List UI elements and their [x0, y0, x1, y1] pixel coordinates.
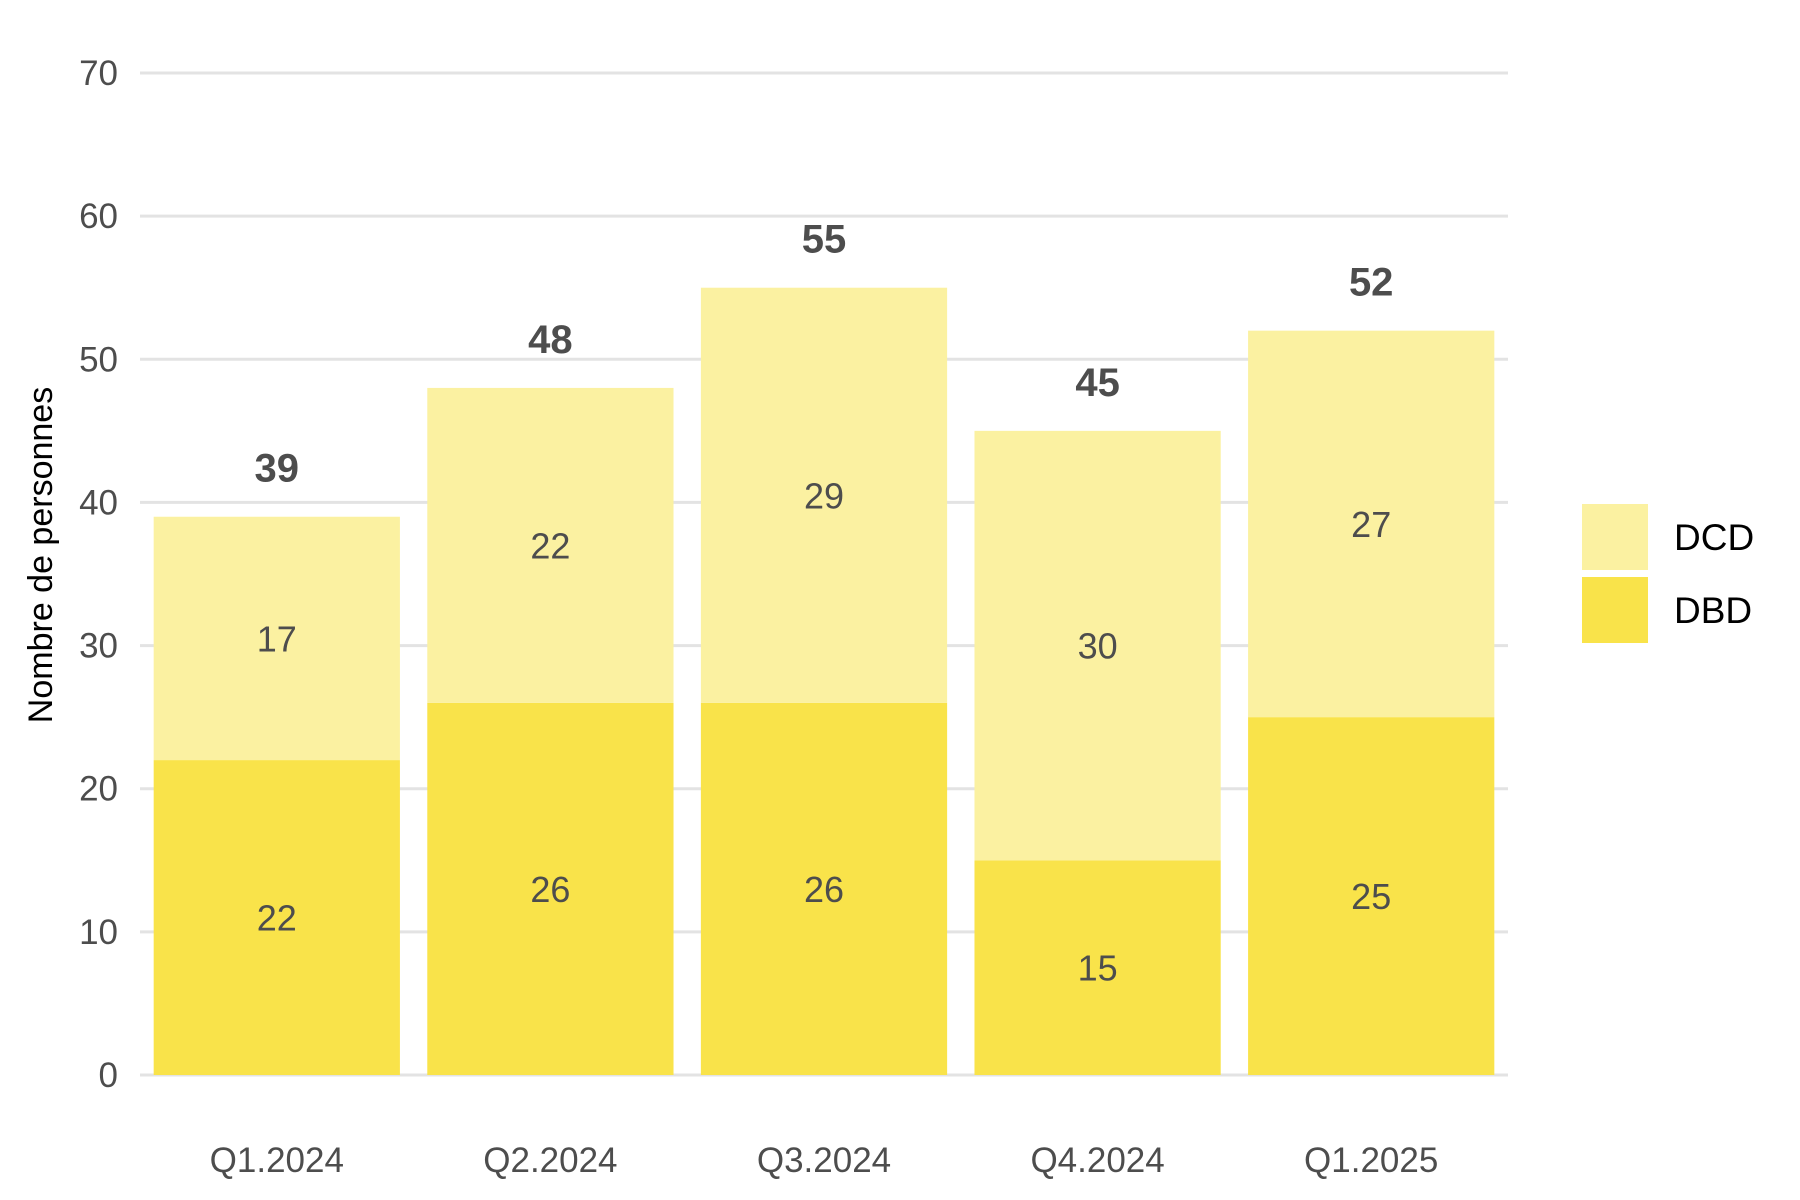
segment-label: 15 — [1078, 948, 1118, 989]
segment-label: 26 — [804, 869, 844, 910]
legend: DCD DBD — [1582, 504, 1754, 643]
bar-dbd-Q1.2025 — [1248, 717, 1495, 1075]
x-tick-label: Q1.2025 — [1304, 1141, 1438, 1180]
bar-dbd-Q4.2024 — [974, 860, 1221, 1075]
legend-label-dcd: DCD — [1674, 517, 1754, 558]
legend-swatch-dcd — [1582, 504, 1648, 570]
x-tick-label: Q3.2024 — [757, 1141, 891, 1180]
bar-dcd-Q4.2024 — [974, 430, 1221, 861]
y-tick-label: 30 — [79, 627, 118, 666]
y-axis-title: Nombre de personnes — [22, 387, 60, 723]
total-label: 39 — [255, 447, 300, 491]
total-label: 55 — [802, 218, 847, 262]
legend-swatch-dbd — [1582, 577, 1648, 643]
bar-dbd-Q3.2024 — [700, 702, 948, 1075]
bar-dcd-Q1.2024 — [153, 516, 400, 761]
bar-dbd-Q2.2024 — [427, 702, 674, 1075]
x-tick-label: Q4.2024 — [1030, 1141, 1164, 1180]
segment-label: 22 — [530, 525, 570, 566]
bar-dcd-Q1.2025 — [1248, 330, 1495, 718]
segment-label: 29 — [804, 475, 844, 516]
total-label: 45 — [1075, 361, 1120, 405]
y-tick-label: 50 — [79, 340, 118, 379]
bars — [153, 287, 1495, 1075]
y-tick-label: 20 — [79, 770, 118, 809]
y-tick-label: 10 — [79, 913, 118, 952]
total-label: 48 — [528, 318, 573, 362]
x-tick-label: Q2.2024 — [483, 1141, 617, 1180]
segment-label: 22 — [257, 898, 297, 939]
segment-label: 17 — [257, 618, 297, 659]
y-tick-label: 60 — [79, 197, 118, 236]
data-labels: 22 17 39 26 22 48 26 29 55 15 30 45 25 27 52 — [255, 218, 1394, 989]
y-tick-label: 70 — [79, 54, 118, 93]
y-axis-ticks: 0 10 20 30 40 50 60 70 — [79, 54, 118, 1095]
legend-label-dbd: DBD — [1674, 590, 1752, 631]
segment-label: 30 — [1078, 626, 1118, 667]
segment-label: 26 — [530, 869, 570, 910]
y-tick-label: 0 — [99, 1056, 118, 1095]
segment-label: 27 — [1351, 504, 1391, 545]
y-tick-label: 40 — [79, 483, 118, 522]
bar-dbd-Q1.2024 — [153, 760, 400, 1075]
total-label: 52 — [1349, 261, 1394, 305]
bar-dcd-Q3.2024 — [700, 287, 948, 703]
segment-label: 25 — [1351, 876, 1391, 917]
x-axis-ticks: Q1.2024 Q2.2024 Q3.2024 Q4.2024 Q1.2025 — [210, 1141, 1439, 1180]
x-tick-label: Q1.2024 — [210, 1141, 344, 1180]
bar-dcd-Q2.2024 — [427, 387, 674, 703]
